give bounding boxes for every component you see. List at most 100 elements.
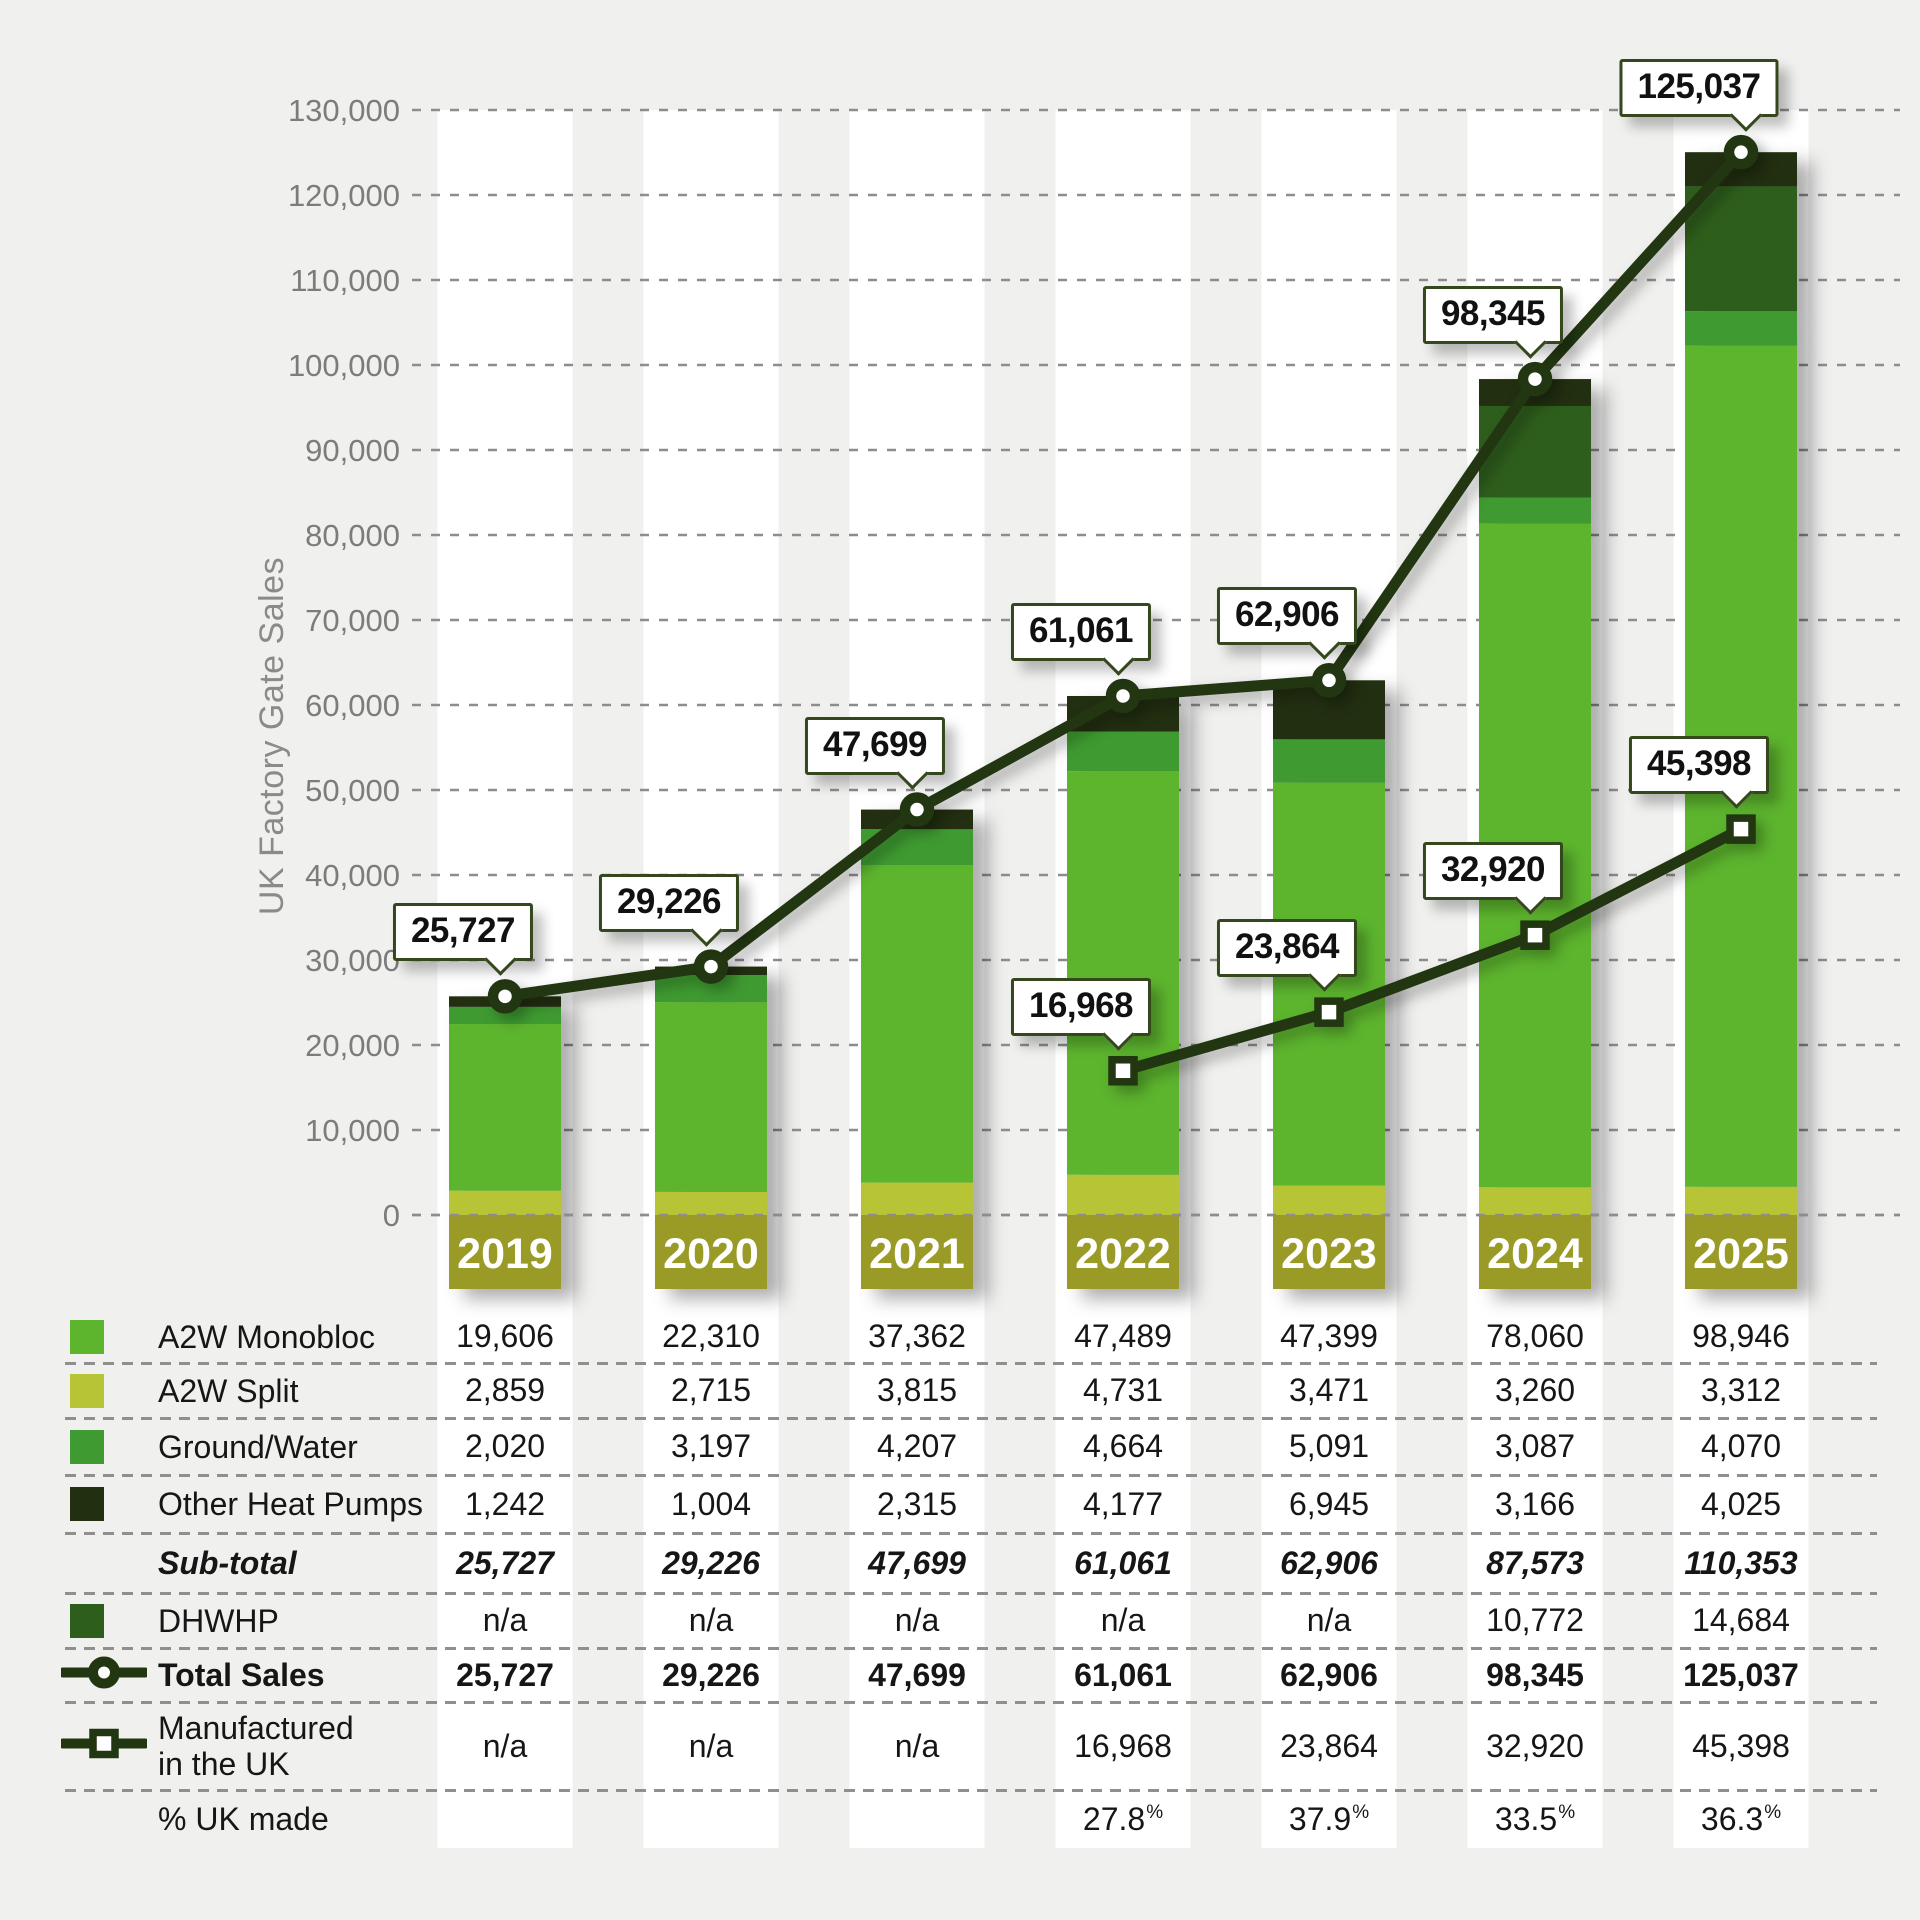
- bar-segment-a2w-split-2020: [655, 1191, 767, 1215]
- callout-ukmade-2025: 45,398: [1628, 736, 1770, 795]
- total-sales-marker-circle: [899, 792, 935, 827]
- cell-2022: 4,177: [1082, 1485, 1164, 1522]
- cell-2022: n/a: [1100, 1602, 1146, 1638]
- y-tick-label: 10,000: [305, 1113, 400, 1148]
- cell-2025: 3,312: [1700, 1372, 1782, 1408]
- legend-swatch-icon: [70, 1373, 104, 1408]
- bar-segment-a2w-split-2023: [1273, 1185, 1385, 1215]
- circle-marker-icon: [88, 1656, 120, 1689]
- year-label: 2021: [869, 1230, 965, 1278]
- y-tick-label: 20,000: [305, 1028, 400, 1063]
- bar-group-2019: 2019: [449, 996, 561, 1289]
- bar-segment-a2w-split-2021: [861, 1182, 973, 1215]
- cell-2023: 6,945: [1288, 1485, 1370, 1522]
- cell-2020: 29,226: [662, 1544, 760, 1581]
- row-label: Manufactured in the UK: [158, 1710, 354, 1782]
- cell-2022: 16,968: [1074, 1727, 1172, 1764]
- cell-2022: 47,489: [1074, 1318, 1172, 1354]
- year-label: 2019: [457, 1230, 553, 1278]
- bar-segment-a2w-monobloc-2021: [861, 864, 973, 1183]
- percent-value: 36.3%: [1700, 1800, 1782, 1837]
- year-label: 2025: [1693, 1230, 1789, 1278]
- cell-2021: 47,699: [868, 1544, 966, 1581]
- cell-2019: n/a: [482, 1602, 528, 1638]
- legend-swatch-icon: [70, 1319, 104, 1354]
- cell-2021: 3,815: [876, 1372, 958, 1408]
- cell-2024: 3,166: [1494, 1485, 1576, 1522]
- year-band-2025: [1685, 1215, 1797, 1289]
- row-separator: [65, 1592, 1877, 1595]
- year-band-2023: [1273, 1215, 1385, 1289]
- cell-2024: 98,345: [1486, 1656, 1584, 1693]
- sales-data-table: A2W Monobloc 19,606 22,310 37,362 47,489 47,3…: [45, 1310, 1877, 1850]
- cell-2022: 27.8%: [1056, 1790, 1190, 1848]
- callout-total-2025: 125,037: [1619, 59, 1779, 118]
- row-label: Total Sales: [158, 1657, 325, 1693]
- row-separator: [65, 1647, 1877, 1650]
- percent-sign: %: [1352, 1801, 1370, 1823]
- bar-segment-a2w-monobloc-2022: [1067, 771, 1179, 1175]
- total-sales-marker-circle: [1723, 134, 1759, 170]
- row-separator: [65, 1701, 1877, 1704]
- bar-group-2020: 2020: [655, 966, 767, 1289]
- cell-2025: 125,037: [1683, 1656, 1799, 1693]
- y-tick-label: 130,000: [288, 93, 400, 128]
- bar-segment-ground-water-2019: [449, 1006, 561, 1025]
- bar-segment-dhwhp-2025: [1685, 186, 1797, 312]
- cell-2023: 3,471: [1288, 1372, 1370, 1408]
- y-tick-label: 100,000: [288, 348, 400, 383]
- row-label: Sub-total: [158, 1545, 297, 1581]
- cell-2025: 45,398: [1692, 1727, 1790, 1764]
- bar-segment-a2w-split-2022: [1067, 1174, 1179, 1215]
- uk-made-line-icon: [58, 1722, 150, 1771]
- cell-2019: 1,242: [464, 1485, 546, 1522]
- cell-2020: [644, 1790, 778, 1848]
- row-separator: [65, 1474, 1877, 1477]
- cell-2024: 32,920: [1486, 1727, 1584, 1764]
- square-marker-icon: [89, 1728, 119, 1759]
- callout-total-2020: 29,226: [598, 873, 740, 932]
- percent-value: 27.8%: [1082, 1800, 1164, 1837]
- bar-segment-ground-water-2024: [1479, 497, 1591, 524]
- year-band-2021: [861, 1215, 973, 1289]
- uk-made-marker-square: [1108, 1056, 1138, 1086]
- cell-2019: 2,859: [464, 1372, 546, 1408]
- callout-total-2023: 62,906: [1216, 587, 1358, 646]
- year-label: 2024: [1487, 1230, 1583, 1278]
- year-label: 2020: [663, 1230, 759, 1278]
- cell-2019: 25,727: [456, 1544, 554, 1581]
- percent-sign: %: [1764, 1801, 1782, 1823]
- bar-segment-dhwhp-2024: [1479, 405, 1591, 498]
- cell-2020: 29,226: [662, 1656, 760, 1693]
- row-separator: [65, 1532, 1877, 1535]
- total-sales-marker-circle: [693, 949, 729, 984]
- bar-segment-ground-water-2025: [1685, 311, 1797, 346]
- callout-ukmade-2024: 32,920: [1422, 842, 1564, 901]
- legend-swatch-icon: [70, 1603, 104, 1638]
- cell-2025: 4,025: [1700, 1485, 1782, 1522]
- bar-group-2021: 2021: [861, 809, 973, 1289]
- table-row-a2w-split: A2W Split 2,859 2,715 3,815 4,731 3,471 3,260 3…: [45, 1363, 1875, 1418]
- cell-2022: 61,061: [1074, 1544, 1172, 1581]
- cell-2020: n/a: [688, 1602, 734, 1638]
- y-tick-label: 30,000: [305, 943, 400, 978]
- cell-2021: [850, 1790, 984, 1848]
- cell-2023: 62,906: [1280, 1656, 1378, 1693]
- callout-ukmade-2023: 23,864: [1216, 919, 1358, 978]
- cell-2019: [438, 1790, 572, 1848]
- uk-made-marker-square: [1726, 814, 1756, 844]
- legend-swatch-icon: [70, 1429, 104, 1464]
- bar-segment-a2w-monobloc-2020: [655, 1002, 767, 1192]
- legend-swatch-icon: [70, 1487, 104, 1521]
- column-stripe-2019: [437, 110, 573, 1848]
- y-tick-label: 60,000: [305, 688, 400, 723]
- icon-canvas: [58, 1728, 150, 1759]
- row-label: % UK made: [158, 1801, 329, 1837]
- cell-2020: 3,197: [670, 1428, 752, 1464]
- cell-2024: 78,060: [1486, 1318, 1584, 1354]
- cell-2025: 36.3%: [1674, 1790, 1808, 1848]
- bar-group-2024: 2024: [1479, 379, 1591, 1289]
- year-band-2022: [1067, 1215, 1179, 1289]
- cell-2019: 2,020: [464, 1428, 546, 1464]
- cell-2020: n/a: [688, 1727, 734, 1764]
